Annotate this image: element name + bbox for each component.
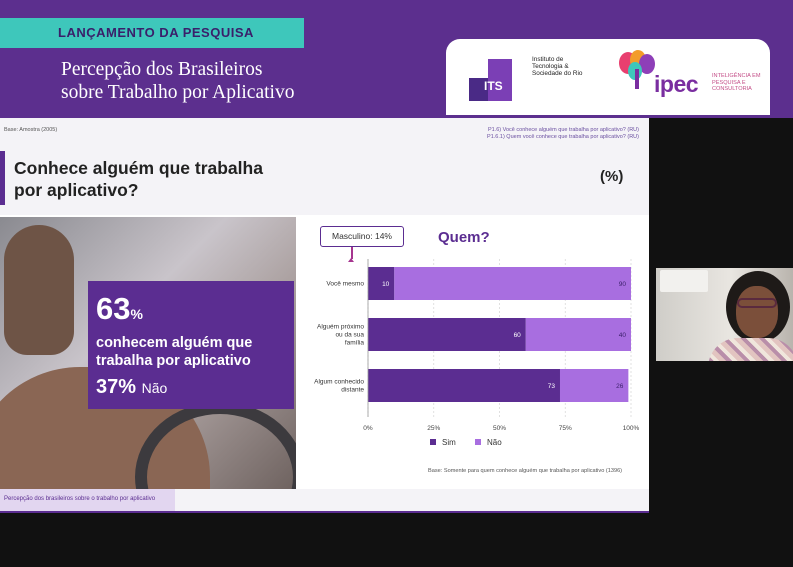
title-accent-bar [0,151,5,205]
stat-desc-line1: conhecem alguém que [96,335,253,351]
ipec-logo-icon [619,50,655,89]
question-1: P1.6) Você conhece alguém que trabalha p… [487,127,639,133]
bar-sim [368,369,560,402]
x-tick-label: 0% [363,425,373,432]
data-label: 73 [548,383,556,390]
category-label: Alguém próximo ou da sua família [317,324,364,347]
chart-base-note: Base: Somente para quem conhece alguém q… [428,468,623,474]
stat-no-value: 37% [96,376,137,398]
its-logo-text: ITS [484,79,503,93]
chart-title: Quem? [438,229,490,246]
speaker-face [736,286,778,338]
x-tick-label: 100% [623,425,640,432]
stat-box: 63% conhecem alguém que trabalha por apl… [88,281,294,409]
presentation-banner: LANÇAMENTO DA PESQUISA Percepção dos Bra… [0,0,793,118]
callout-pointer-icon [348,258,354,262]
callout-stem [351,247,353,259]
percent-symbol: (%) [600,168,624,185]
banner-title-line2: sobre Trabalho por Aplicativo [61,82,295,103]
launch-label: LANÇAMENTO DA PESQUISA [58,25,254,40]
category-label: Algum conhecido distante [314,379,364,394]
data-label: 40 [619,332,627,339]
data-label: 60 [514,332,522,339]
data-label: 26 [616,383,624,390]
x-tick-label: 50% [493,425,506,432]
stat-description: conhecem alguém que trabalha por aplicat… [96,334,252,370]
slide-divider [0,215,649,217]
webcam-feed [656,268,793,361]
question-2: P1.6.1) Quem você conhece que trabalha p… [487,134,639,140]
legend-label: Não [487,438,502,447]
stat-no-label: Não [141,380,168,396]
speaker-shirt [708,338,793,361]
stat-no: 37% Não [96,376,167,399]
its-logo-mark [469,59,512,101]
slide-footer-line [0,511,649,513]
banner-title-line1: Percepção dos Brasileiros [61,59,263,80]
banner-title: Percepção dos Brasileiros sobre Trabalho… [61,58,294,104]
legend-swatch [430,439,436,445]
launch-tag [0,18,304,48]
air-conditioner [660,270,708,292]
stat-unit: % [130,306,143,322]
legend-label: Sim [442,438,456,447]
stat-desc-line2: trabalha por aplicativo [96,353,251,369]
bar-não [525,318,631,351]
x-tick-label: 75% [559,425,572,432]
chart-panel: Masculino: 14% Quem? 0% 25% 50% 75% 100% Você… [296,217,649,489]
slide-base-note: Base: Amostra (2005) [4,127,58,133]
stat-value: 63% [96,291,143,327]
masculino-callout: Masculino: 14% [320,226,404,247]
logo-panel: ITS Instituto de Tecnologia & Sociedade … [446,39,770,115]
data-label: 90 [619,281,627,288]
data-label: 10 [382,281,390,288]
stat-number: 63 [96,291,131,326]
bar-não [559,369,629,402]
category-label: Você mesmo [326,281,364,288]
slide-footer: Percepção dos brasileiros sobre o trabal… [0,489,175,511]
presentation-slide: Base: Amostra (2005) P1.6) Você conhece … [0,118,649,513]
ipec-tagline: INTELIGÊNCIA EM PESQUISA E CONSULTORIA [712,73,761,93]
bar-sim [368,267,395,300]
bar-sim [368,318,526,351]
slide-title: Conhece alguém que trabalha por aplicati… [14,158,263,200]
legend-swatch [475,439,481,445]
ipec-logo-text: ipec [654,71,699,97]
bar-não [394,267,631,300]
its-name: Instituto de Tecnologia & Sociedade do R… [532,56,583,78]
speaker-glasses [737,298,777,308]
stacked-bar-chart: 0% 25% 50% 75% 100% Você mesmo 10 90 Alguém próx… [314,259,640,447]
slide-questions: P1.6) Você conhece alguém que trabalha p… [487,127,639,141]
x-tick-label: 25% [427,425,440,432]
